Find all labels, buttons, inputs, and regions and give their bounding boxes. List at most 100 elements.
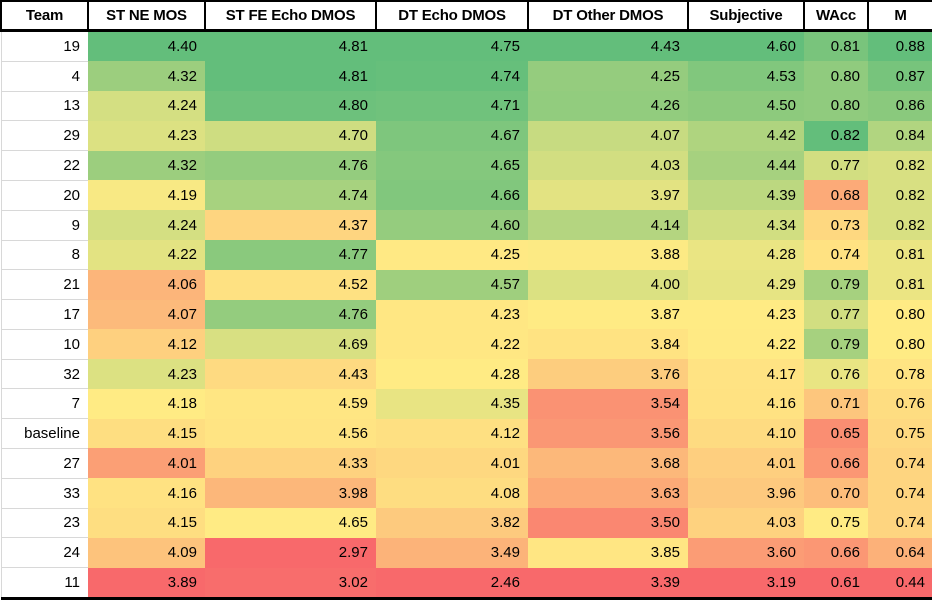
team-cell: 32 <box>0 358 88 390</box>
value-cell: 4.22 <box>688 329 804 360</box>
value-cell: 4.65 <box>205 508 376 538</box>
value-cell: 0.75 <box>804 508 868 538</box>
value-cell: 0.82 <box>804 120 868 151</box>
table-row: 29 4.23 4.70 4.67 4.07 4.42 0.82 0.84 <box>0 120 932 152</box>
value-cell: 4.23 <box>88 359 205 389</box>
team-cell: 23 <box>0 507 88 539</box>
column-header-st-fe-echo-dmos: ST FE Echo DMOS <box>204 0 377 32</box>
value-cell: 4.16 <box>688 388 804 419</box>
value-cell: 4.76 <box>205 150 376 181</box>
value-cell: 4.26 <box>528 91 688 121</box>
value-cell: 4.03 <box>688 508 804 538</box>
value-cell: 4.32 <box>88 61 205 92</box>
value-cell: 4.42 <box>688 120 804 151</box>
team-cell: baseline <box>0 418 88 449</box>
table-row: 33 4.16 3.98 4.08 3.63 3.96 0.70 0.74 <box>0 477 932 509</box>
column-header-subjective: Subjective <box>687 0 805 32</box>
value-cell: 4.32 <box>88 150 205 181</box>
value-cell: 0.81 <box>804 30 868 62</box>
value-cell: 4.16 <box>88 478 205 509</box>
value-cell: 4.23 <box>88 120 205 151</box>
value-cell: 4.09 <box>88 537 205 568</box>
team-cell: 8 <box>0 239 88 271</box>
value-cell: 0.71 <box>804 388 868 419</box>
value-cell: 4.17 <box>688 359 804 389</box>
value-cell: 0.81 <box>868 240 932 270</box>
value-cell: 0.80 <box>868 329 932 360</box>
value-cell: 4.81 <box>205 30 376 62</box>
value-cell: 3.88 <box>528 240 688 270</box>
value-cell: 3.82 <box>376 508 528 538</box>
value-cell: 3.39 <box>528 567 688 600</box>
value-cell: 4.28 <box>688 240 804 270</box>
table-row: 27 4.01 4.33 4.01 3.68 4.01 0.66 0.74 <box>0 447 932 479</box>
value-cell: 0.73 <box>804 210 868 240</box>
value-cell: 3.02 <box>205 567 376 600</box>
value-cell: 3.63 <box>528 478 688 509</box>
value-cell: 0.61 <box>804 567 868 600</box>
table-row: 22 4.32 4.76 4.65 4.03 4.44 0.77 0.82 <box>0 150 932 181</box>
value-cell: 0.80 <box>804 61 868 92</box>
value-cell: 4.01 <box>376 448 528 479</box>
value-cell: 4.67 <box>376 120 528 151</box>
value-cell: 0.65 <box>804 418 868 449</box>
team-cell: 13 <box>0 90 88 122</box>
value-cell: 4.19 <box>88 180 205 211</box>
value-cell: 0.74 <box>868 448 932 479</box>
value-cell: 4.00 <box>528 269 688 300</box>
value-cell: 4.03 <box>528 150 688 181</box>
value-cell: 0.86 <box>868 91 932 121</box>
column-header-st-ne-mos: ST NE MOS <box>87 0 206 32</box>
value-cell: 4.39 <box>688 180 804 211</box>
value-cell: 2.97 <box>205 537 376 568</box>
team-cell: 22 <box>0 150 88 181</box>
value-cell: 3.60 <box>688 537 804 568</box>
value-cell: 0.44 <box>868 567 932 600</box>
value-cell: 4.44 <box>688 150 804 181</box>
value-cell: 3.87 <box>528 299 688 330</box>
value-cell: 3.54 <box>528 388 688 419</box>
value-cell: 4.28 <box>376 359 528 389</box>
value-cell: 4.65 <box>376 150 528 181</box>
value-cell: 4.60 <box>376 210 528 240</box>
team-cell: 11 <box>0 567 88 600</box>
value-cell: 4.74 <box>205 180 376 211</box>
value-cell: 0.84 <box>868 120 932 151</box>
table-row: 23 4.15 4.65 3.82 3.50 4.03 0.75 0.74 <box>0 507 932 539</box>
value-cell: 4.57 <box>376 269 528 300</box>
value-cell: 0.82 <box>868 180 932 211</box>
team-cell: 19 <box>0 30 88 62</box>
table-row: 32 4.23 4.43 4.28 3.76 4.17 0.76 0.78 <box>0 358 932 390</box>
value-cell: 4.22 <box>376 329 528 360</box>
value-cell: 4.77 <box>205 240 376 270</box>
value-cell: 0.66 <box>804 537 868 568</box>
value-cell: 4.52 <box>205 269 376 300</box>
table-body: 19 4.40 4.81 4.75 4.43 4.60 0.81 0.88 4 4.32 4.81 4… <box>0 30 932 600</box>
value-cell: 3.19 <box>688 567 804 600</box>
value-cell: 4.76 <box>205 299 376 330</box>
value-cell: 0.77 <box>804 150 868 181</box>
value-cell: 4.34 <box>688 210 804 240</box>
value-cell: 0.75 <box>868 418 932 449</box>
value-cell: 4.12 <box>376 418 528 449</box>
column-header-wacc: WAcc <box>803 0 869 32</box>
team-cell: 21 <box>0 269 88 301</box>
column-header-dt-other-dmos: DT Other DMOS <box>527 0 689 32</box>
table-row: 21 4.06 4.52 4.57 4.00 4.29 0.79 0.81 <box>0 269 932 301</box>
value-cell: 4.70 <box>205 120 376 151</box>
value-cell: 0.87 <box>868 61 932 92</box>
value-cell: 4.29 <box>688 269 804 300</box>
value-cell: 0.68 <box>804 180 868 211</box>
table-row: 7 4.18 4.59 4.35 3.54 4.16 0.71 0.76 <box>0 388 932 420</box>
value-cell: 0.79 <box>804 269 868 300</box>
value-cell: 4.07 <box>88 299 205 330</box>
value-cell: 0.82 <box>868 150 932 181</box>
value-cell: 0.74 <box>804 240 868 270</box>
team-cell: 24 <box>0 537 88 569</box>
value-cell: 4.50 <box>688 91 804 121</box>
value-cell: 4.71 <box>376 91 528 121</box>
value-cell: 4.25 <box>528 61 688 92</box>
value-cell: 4.40 <box>88 30 205 62</box>
value-cell: 0.74 <box>868 508 932 538</box>
